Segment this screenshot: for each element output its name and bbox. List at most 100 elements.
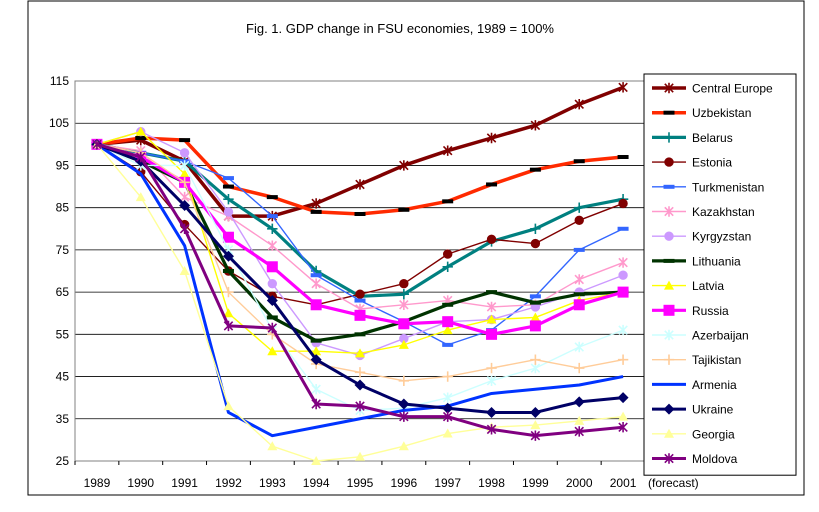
legend-label: Estonia	[692, 156, 732, 170]
data-point	[573, 247, 585, 252]
legend-label: Russia	[692, 304, 729, 318]
data-point	[398, 318, 410, 330]
data-point	[529, 320, 541, 332]
data-point	[530, 430, 541, 441]
data-point	[355, 400, 365, 412]
data-point	[486, 314, 497, 324]
data-point	[223, 207, 234, 217]
data-point	[223, 286, 234, 298]
data-point	[136, 151, 146, 163]
data-point	[311, 278, 321, 289]
data-point	[442, 428, 453, 438]
y-tick-label: 65	[56, 285, 70, 299]
data-point	[223, 194, 234, 205]
y-tick-label: 25	[56, 454, 70, 468]
data-point	[573, 159, 585, 164]
legend-label: Georgia	[692, 427, 735, 441]
data-point	[618, 411, 629, 421]
data-point	[92, 139, 102, 150]
data-point	[267, 441, 278, 451]
data-point	[179, 177, 190, 188]
data-point	[354, 332, 366, 337]
data-point	[618, 198, 628, 209]
legend: Central Europe Uzbekistan Belarus Estonia Tu…	[643, 73, 797, 476]
data-point	[574, 362, 585, 374]
data-point	[135, 136, 147, 140]
x-tick-label: 2001	[610, 476, 637, 490]
data-point	[223, 401, 234, 411]
legend-label: Moldova	[692, 452, 738, 466]
data-point	[398, 339, 409, 349]
data-point	[574, 215, 584, 226]
y-tick-label: 35	[56, 412, 70, 426]
legend-marker	[663, 132, 675, 143]
data-point	[574, 341, 584, 353]
legend-label: Kazakhstan	[692, 205, 755, 219]
data-point	[311, 384, 321, 395]
x-tick-label: 1992	[215, 476, 242, 490]
x-axis-forecast-label: (forecast)	[648, 476, 699, 490]
legend-label: Belarus	[692, 131, 733, 145]
legend-marker	[664, 428, 674, 438]
data-point	[310, 273, 322, 278]
data-point	[573, 396, 585, 408]
data-point	[442, 325, 453, 335]
x-tick-label: 1995	[347, 476, 374, 490]
data-point	[617, 226, 629, 231]
data-point	[574, 202, 585, 213]
y-tick-label: 55	[56, 327, 70, 341]
data-point	[529, 294, 541, 299]
legend-marker	[664, 329, 674, 341]
data-point	[223, 308, 234, 318]
legend-label: Ukraine	[692, 403, 734, 417]
data-point	[222, 250, 234, 262]
data-point	[486, 132, 497, 144]
data-point	[530, 223, 541, 234]
data-point	[222, 231, 234, 243]
legend-label: Azerbaijan	[692, 329, 749, 343]
data-point	[399, 411, 409, 422]
data-point	[617, 392, 629, 404]
data-point	[179, 200, 191, 212]
data-point	[179, 266, 190, 275]
y-tick-label: 105	[49, 116, 69, 130]
legend-label: Armenia	[692, 378, 737, 392]
x-tick-label: 1991	[171, 476, 198, 490]
data-point	[442, 411, 453, 422]
legend-label: Uzbekistan	[692, 106, 751, 120]
data-point	[355, 179, 365, 190]
x-tick-label: 1990	[127, 476, 154, 490]
legend-marker	[664, 206, 674, 217]
data-point	[530, 238, 541, 249]
data-point	[267, 223, 278, 234]
data-point	[179, 168, 190, 178]
data-point	[486, 182, 498, 187]
y-tick-label: 115	[50, 74, 69, 88]
data-point	[442, 302, 454, 307]
data-point	[354, 298, 366, 303]
data-point	[618, 82, 628, 93]
x-tick-label: 1989	[84, 476, 111, 490]
legend-marker	[664, 82, 674, 94]
data-point	[354, 379, 366, 391]
data-point	[618, 257, 628, 268]
data-point	[618, 422, 628, 433]
data-point	[179, 138, 191, 143]
data-point	[354, 367, 366, 378]
data-point	[398, 289, 410, 300]
x-tick-label: 1997	[434, 476, 461, 490]
data-point	[486, 424, 497, 435]
data-point	[617, 286, 629, 298]
data-point	[573, 299, 585, 311]
data-point	[310, 209, 322, 214]
data-point	[486, 301, 497, 313]
data-point	[574, 99, 584, 110]
data-point	[179, 223, 190, 234]
data-point	[574, 274, 584, 285]
data-point	[355, 289, 365, 299]
data-point	[530, 354, 541, 365]
data-point	[442, 371, 453, 382]
data-point	[486, 362, 497, 374]
x-tick-label: 1993	[259, 476, 286, 490]
